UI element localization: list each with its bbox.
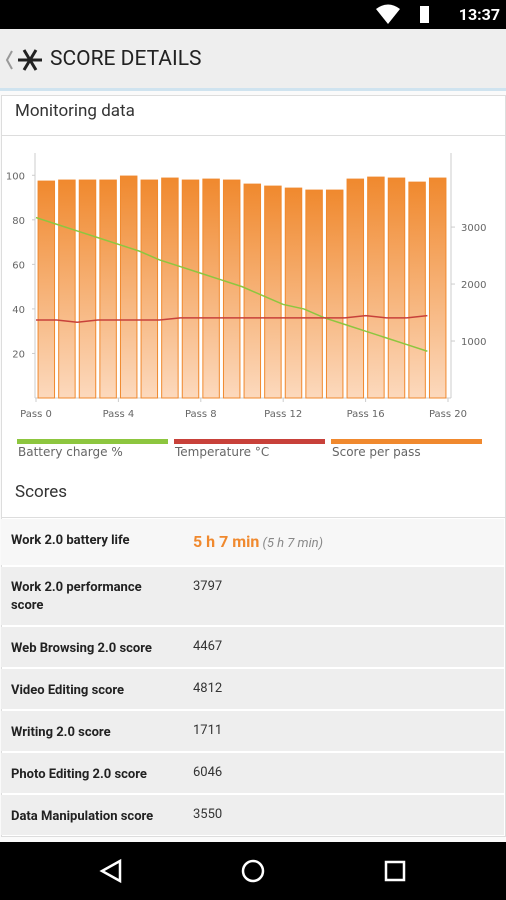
y-tick-label: 80 — [12, 216, 25, 227]
line-series — [35, 216, 428, 352]
score-label: Work 2.0 performance score — [11, 580, 142, 613]
bar — [78, 179, 97, 399]
legend-swatch — [174, 439, 325, 444]
screen-title: SCORE DETAILS — [50, 47, 202, 71]
x-tick-label: Pass 0 — [20, 409, 52, 420]
score-label: Video Editing score — [11, 683, 125, 698]
home-key[interactable] — [241, 859, 265, 883]
legend-label: Temperature °C — [174, 445, 269, 459]
x-tick-label: Pass 20 — [429, 409, 467, 420]
x-tick-label: Pass 8 — [185, 409, 217, 420]
bar — [325, 189, 344, 399]
y2-tick-label: 1000 — [461, 337, 486, 348]
back-key[interactable] — [99, 858, 122, 884]
score-value-main: 5 h 7 min — [193, 532, 260, 551]
battery-icon — [420, 6, 429, 23]
back-button[interactable] — [0, 29, 46, 88]
bar — [305, 189, 323, 399]
clock: 13:37 — [458, 5, 500, 24]
score-value: 4812 — [193, 681, 223, 696]
score-row: Video Editing score 4812 — [1, 669, 504, 709]
score-value: 3550 — [193, 807, 223, 822]
score-row: Work 2.0 battery life 5 h 7 min (5 h 7 mi… — [1, 519, 504, 565]
bar — [284, 187, 303, 399]
recents-key[interactable] — [384, 860, 406, 882]
monitoring-chart: 20 40 60 80 100 1000 2000 3000 Pass 0 Pass 4 Pass … — [6, 153, 486, 459]
bar — [428, 177, 447, 399]
bar — [119, 175, 138, 399]
score-row: Photo Editing 2.0 score 6046 — [1, 753, 504, 793]
bar — [367, 176, 385, 399]
bar — [58, 179, 76, 399]
divider — [2, 517, 505, 518]
score-label: Data Manipulation score — [11, 809, 154, 824]
bar — [408, 181, 426, 399]
y-tick-label: 100 — [6, 171, 25, 182]
bar — [346, 178, 365, 399]
score-row: Data Manipulation score 3550 — [1, 795, 504, 835]
score-value: 4467 — [193, 639, 223, 654]
bar — [140, 179, 159, 399]
bar — [161, 177, 179, 399]
score-label: Writing 2.0 score — [11, 725, 111, 740]
legend-swatch — [17, 439, 168, 444]
status-bar: 13:37 — [0, 0, 506, 29]
score-value-detail: (5 h 7 min) — [262, 536, 324, 551]
line-series — [36, 314, 428, 324]
score-row: Writing 2.0 score 1711 — [1, 711, 504, 751]
navigation-bar — [0, 842, 506, 900]
app-bar: SCORE DETAILS — [0, 29, 506, 91]
y-tick-label: 20 — [12, 349, 25, 360]
section-title: Monitoring data — [15, 101, 135, 121]
score-value: 1711 — [193, 723, 223, 738]
score-label: Photo Editing 2.0 score — [11, 767, 147, 782]
divider — [2, 135, 505, 136]
section-title: Scores — [15, 482, 68, 502]
y-tick-label: 40 — [12, 305, 25, 316]
wifi-icon — [376, 4, 400, 24]
nav-buttons — [99, 858, 406, 884]
y2-tick-label: 2000 — [461, 280, 486, 291]
bar — [99, 179, 117, 399]
legend-label: Score per pass — [332, 445, 421, 459]
bar — [222, 179, 241, 399]
y2-tick-label: 3000 — [461, 223, 486, 234]
bar — [387, 177, 406, 399]
status-icons — [376, 4, 429, 24]
x-tick-label: Pass 4 — [103, 409, 135, 420]
score-label: Work 2.0 battery life — [11, 533, 130, 548]
score-row: Work 2.0 performance score 3797 — [1, 567, 504, 625]
legend-swatch — [331, 439, 482, 444]
score-value: 3797 — [193, 579, 223, 594]
x-tick-label: Pass 12 — [264, 409, 302, 420]
score-value: 6046 — [193, 765, 223, 780]
score-label: Web Browsing 2.0 score — [11, 641, 152, 656]
bar — [202, 178, 220, 399]
score-row: Web Browsing 2.0 score 4467 — [1, 627, 504, 667]
score-value: 5 h 7 min (5 h 7 min) — [193, 532, 323, 551]
bar — [181, 179, 200, 399]
y-tick-label: 60 — [12, 260, 25, 271]
legend-label: Battery charge % — [18, 445, 123, 459]
x-tick-label: Pass 16 — [347, 409, 385, 420]
bar — [264, 185, 282, 399]
bar — [37, 180, 56, 399]
